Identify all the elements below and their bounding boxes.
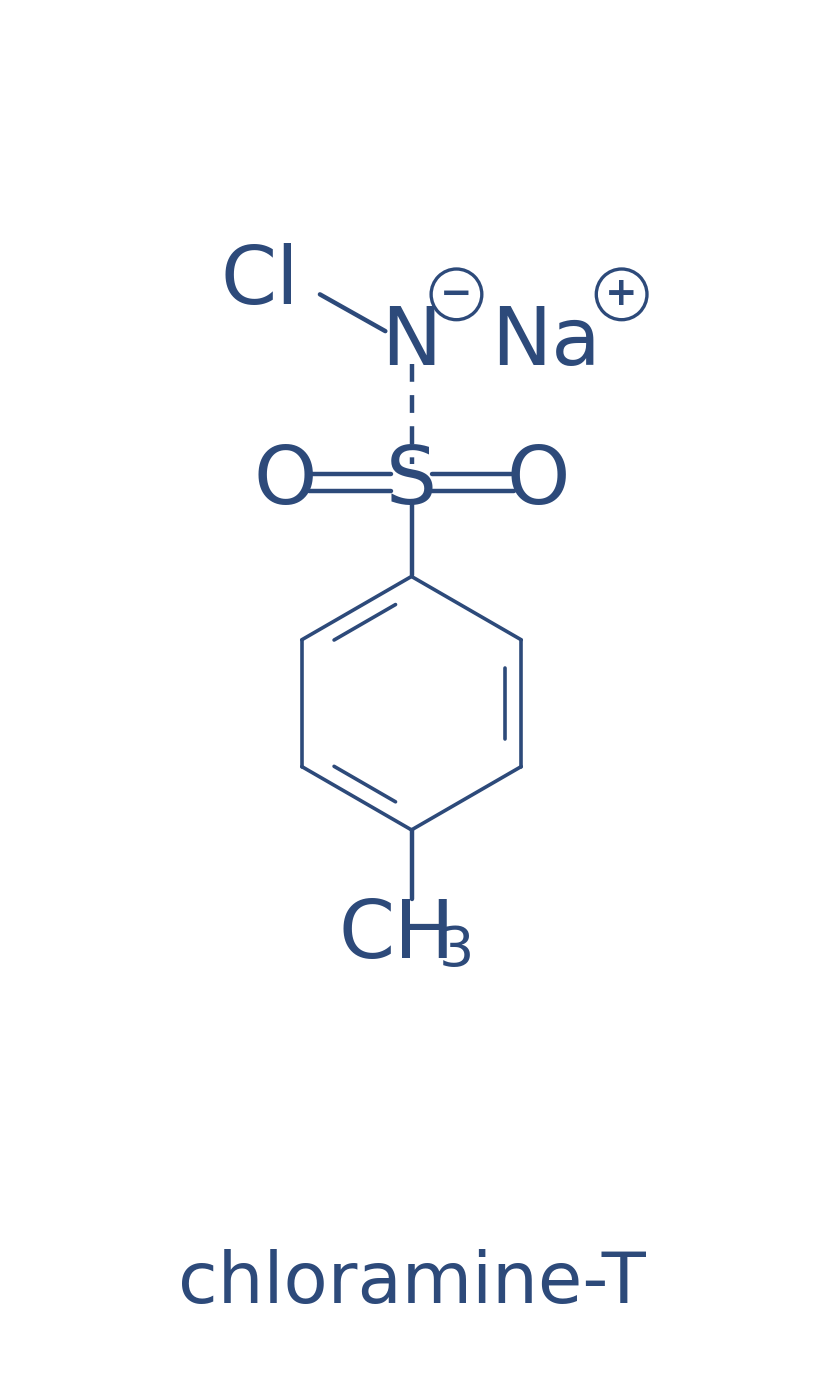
Text: O: O xyxy=(506,443,570,521)
Text: S: S xyxy=(386,443,437,521)
Text: CH: CH xyxy=(338,897,455,976)
Text: O: O xyxy=(253,443,317,521)
Text: +: + xyxy=(606,275,638,313)
Text: N: N xyxy=(381,304,442,382)
Text: Cl: Cl xyxy=(221,243,300,321)
Text: Na: Na xyxy=(491,304,602,382)
Text: −: − xyxy=(440,275,472,313)
Text: chloramine-T: chloramine-T xyxy=(178,1250,645,1318)
Text: 3: 3 xyxy=(439,924,474,979)
